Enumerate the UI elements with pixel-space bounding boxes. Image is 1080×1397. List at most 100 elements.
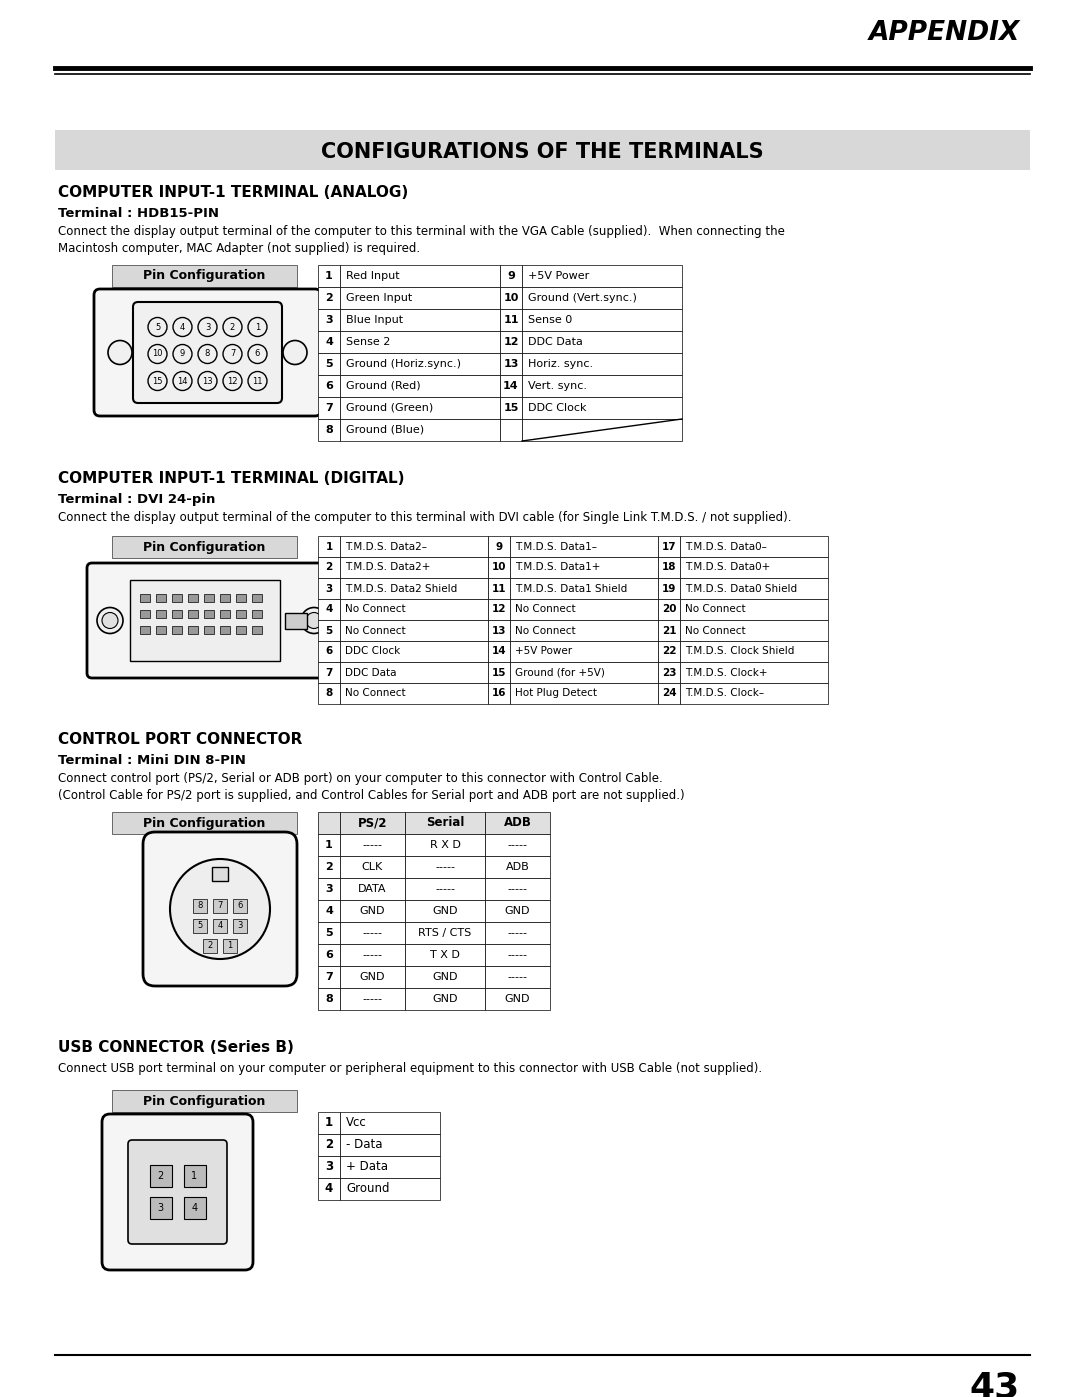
Text: Serial: Serial [426, 816, 464, 830]
Circle shape [170, 859, 270, 958]
Text: Ground (Blue): Ground (Blue) [346, 425, 424, 434]
Bar [405, 988, 485, 1010]
Bar [203, 939, 217, 953]
Text: Ground (Green): Ground (Green) [346, 402, 433, 414]
Text: 11: 11 [253, 377, 262, 386]
Text: 14: 14 [491, 647, 507, 657]
Text: DDC Clock: DDC Clock [345, 647, 401, 657]
Bar [680, 557, 828, 578]
Text: -----: ----- [508, 884, 527, 894]
Bar [405, 944, 485, 965]
Bar [485, 922, 550, 944]
Text: 15: 15 [491, 668, 507, 678]
Text: 4: 4 [325, 337, 333, 346]
Bar [658, 641, 680, 662]
Bar [680, 662, 828, 683]
Text: R X D: R X D [430, 840, 460, 849]
Text: 6: 6 [325, 381, 333, 391]
Bar [285, 612, 307, 629]
Bar [204, 626, 214, 634]
Text: 8: 8 [198, 901, 203, 911]
Text: Terminal : DVI 24-pin: Terminal : DVI 24-pin [58, 493, 215, 506]
Bar [237, 626, 246, 634]
Text: 10: 10 [491, 563, 507, 573]
Text: 6: 6 [325, 950, 333, 960]
Bar [172, 610, 183, 617]
Bar [658, 578, 680, 599]
Text: 12: 12 [491, 605, 507, 615]
Text: 10: 10 [503, 293, 518, 303]
Bar [237, 594, 246, 602]
FancyBboxPatch shape [94, 289, 321, 416]
Bar [340, 397, 500, 419]
Text: ADB: ADB [505, 862, 529, 872]
Bar [658, 620, 680, 641]
Bar [318, 557, 340, 578]
Text: 2: 2 [230, 323, 235, 331]
Text: 9: 9 [180, 349, 185, 359]
Circle shape [173, 345, 192, 363]
Bar [405, 922, 485, 944]
Circle shape [248, 317, 267, 337]
Bar [488, 578, 510, 599]
Bar [318, 331, 340, 353]
Bar [184, 1197, 205, 1220]
Text: 3: 3 [238, 922, 243, 930]
Bar [318, 662, 340, 683]
Text: Pin Configuration: Pin Configuration [144, 816, 266, 830]
Text: Sense 2: Sense 2 [346, 337, 390, 346]
Bar [318, 536, 340, 557]
Bar [340, 536, 488, 557]
Text: 15: 15 [503, 402, 518, 414]
Bar [340, 1155, 440, 1178]
Text: 7: 7 [217, 901, 222, 911]
Text: No Connect: No Connect [345, 626, 406, 636]
Text: -----: ----- [363, 840, 382, 849]
Bar [318, 265, 340, 286]
Text: Ground: Ground [346, 1182, 390, 1196]
Text: T.M.D.S. Data1 Shield: T.M.D.S. Data1 Shield [515, 584, 627, 594]
Text: GND: GND [432, 972, 458, 982]
Bar [658, 662, 680, 683]
Bar [149, 1197, 172, 1220]
Bar [500, 286, 522, 309]
Text: Ground (Vert.sync.): Ground (Vert.sync.) [528, 293, 637, 303]
Bar [140, 626, 150, 634]
Bar [405, 856, 485, 877]
Bar [220, 626, 230, 634]
Bar [485, 812, 550, 834]
Bar [340, 877, 405, 900]
Circle shape [148, 317, 167, 337]
Text: Sense 0: Sense 0 [528, 314, 572, 326]
Text: 14: 14 [503, 381, 518, 391]
Bar [213, 900, 227, 914]
Bar [340, 662, 488, 683]
Text: 4: 4 [325, 1182, 333, 1196]
Text: 4: 4 [325, 605, 333, 615]
Text: -----: ----- [363, 950, 382, 960]
Text: 2: 2 [325, 563, 333, 573]
Bar [510, 578, 658, 599]
Bar [252, 594, 262, 602]
Text: T.M.D.S. Data0–: T.M.D.S. Data0– [685, 542, 767, 552]
Bar [318, 944, 340, 965]
Text: 17: 17 [662, 542, 676, 552]
Circle shape [248, 372, 267, 391]
Text: 13: 13 [503, 359, 518, 369]
Text: 23: 23 [662, 668, 676, 678]
Text: DDC Clock: DDC Clock [528, 402, 586, 414]
Text: T.M.D.S. Data1–: T.M.D.S. Data1– [515, 542, 597, 552]
Bar [340, 856, 405, 877]
Bar [318, 620, 340, 641]
Circle shape [222, 317, 242, 337]
Bar [318, 353, 340, 374]
Text: -----: ----- [508, 950, 527, 960]
Circle shape [222, 372, 242, 391]
Bar [680, 620, 828, 641]
Text: GND: GND [432, 907, 458, 916]
Bar [488, 599, 510, 620]
Bar [510, 662, 658, 683]
Circle shape [173, 317, 192, 337]
Bar [510, 620, 658, 641]
Text: 1: 1 [325, 1116, 333, 1130]
